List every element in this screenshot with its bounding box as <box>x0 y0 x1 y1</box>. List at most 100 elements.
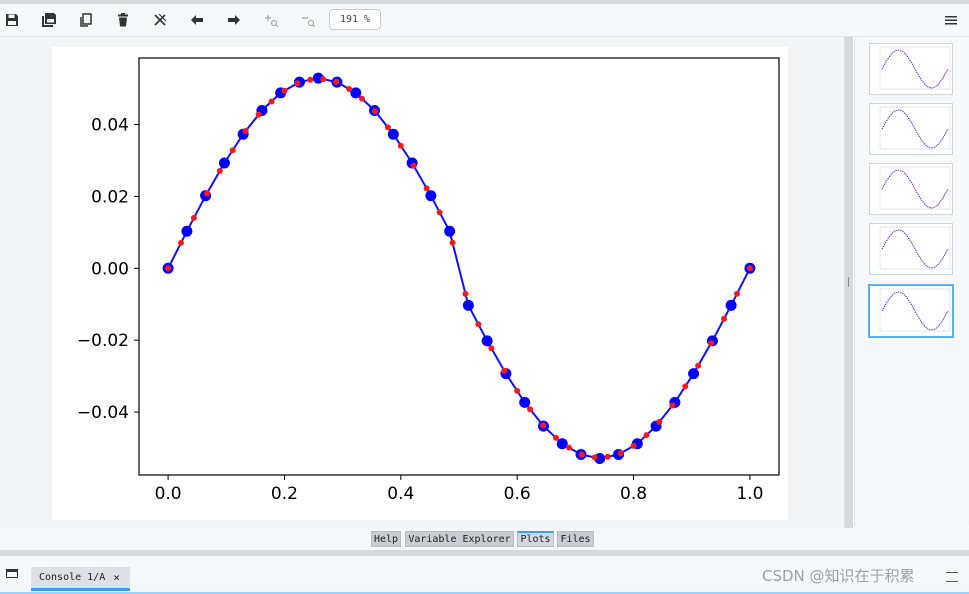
data-point-large <box>725 299 737 311</box>
plot-thumbnail[interactable] <box>869 43 953 95</box>
tab-files[interactable]: Files <box>557 531 594 547</box>
data-point-small <box>565 444 572 451</box>
zoom-level-field[interactable]: 191 % <box>329 9 381 30</box>
data-point-small <box>733 290 740 297</box>
data-point-small <box>346 86 353 93</box>
data-point-small <box>501 367 508 374</box>
data-point-small <box>591 454 598 461</box>
figure-canvas: 0.0 0.2 0.4 0.6 0.8 1.0 0.04 0.02 0.00 −0.02 −0.0… <box>52 47 788 520</box>
y-tick-label: 0.00 <box>91 259 129 279</box>
data-point-small <box>604 453 611 460</box>
plot-viewer: 0.0 0.2 0.4 0.6 0.8 1.0 0.04 0.02 0.00 −0.02 −0.0… <box>0 37 845 528</box>
y-tick-label: 0.02 <box>91 187 129 207</box>
data-point-small <box>449 239 456 246</box>
console-menu-icon[interactable] <box>946 572 958 582</box>
remove-all-button[interactable] <box>149 10 171 30</box>
options-menu-button[interactable] <box>940 10 962 30</box>
data-point-small <box>656 418 663 425</box>
data-point-small <box>359 95 366 102</box>
close-icon[interactable]: × <box>113 571 120 584</box>
data-point-small <box>527 406 534 413</box>
plot-thumbnail[interactable] <box>869 163 953 215</box>
thumbnail-plot <box>879 288 951 332</box>
plot-thumbnails-panel <box>854 37 969 528</box>
next-plot-button[interactable] <box>223 10 245 30</box>
data-point-small <box>216 167 223 174</box>
data-point-large <box>444 225 456 237</box>
tab-plots[interactable]: Plots <box>517 531 554 547</box>
line-chart: 0.0 0.2 0.4 0.6 0.8 1.0 0.04 0.02 0.00 −0.02 −0.0… <box>77 57 780 504</box>
window-top-border <box>0 0 969 4</box>
data-point-small <box>475 321 482 328</box>
save-all-icon <box>42 13 56 27</box>
series-line <box>167 77 751 460</box>
data-point-small <box>708 340 715 347</box>
delete-button[interactable] <box>112 10 134 30</box>
data-point-small <box>307 76 314 83</box>
data-point-small <box>281 87 288 94</box>
data-point-large <box>350 87 362 99</box>
data-point-small <box>746 265 753 272</box>
y-tick-label: −0.04 <box>77 403 129 423</box>
tab-variable-explorer[interactable]: Variable Explorer <box>405 531 514 547</box>
plot-thumbnail[interactable] <box>869 103 953 155</box>
data-point-small <box>371 108 378 115</box>
hamburger-menu-icon <box>945 16 957 25</box>
console-area: Console 1/A × CSDN @知识在于积累 <box>0 556 969 594</box>
data-point-small <box>514 387 521 394</box>
data-point-small <box>384 124 391 131</box>
data-point-large <box>181 225 193 237</box>
x-tick-label: 1.0 <box>736 484 763 504</box>
horizontal-splitter[interactable] <box>0 550 969 556</box>
zoom-out-button[interactable] <box>297 10 319 30</box>
data-point-small <box>462 290 469 297</box>
copy-button[interactable] <box>75 10 97 30</box>
watermark-text: CSDN @知识在于积累 <box>762 567 915 585</box>
plot-thumbnail[interactable] <box>868 284 954 338</box>
data-point-small <box>578 451 585 458</box>
plot-thumbnail[interactable] <box>869 223 953 275</box>
data-point-small <box>488 345 495 352</box>
remove-all-icon <box>154 13 167 26</box>
data-point-large <box>218 157 230 169</box>
plot-frame <box>138 57 780 476</box>
data-point-small <box>643 432 650 439</box>
data-point-large <box>481 335 493 347</box>
x-tick-label: 0.0 <box>155 484 182 504</box>
y-tick-label: 0.04 <box>91 116 129 136</box>
trash-icon <box>118 13 128 27</box>
plots-toolbar: 191 % <box>0 4 969 37</box>
thumbnail-plot <box>879 106 951 150</box>
tab-help[interactable]: Help <box>371 531 401 547</box>
x-tick-label: 0.6 <box>504 484 531 504</box>
data-point-small <box>617 450 624 457</box>
save-button[interactable] <box>1 10 23 30</box>
copy-icon <box>80 13 92 27</box>
x-tick-label: 0.2 <box>271 484 298 504</box>
console-tab[interactable]: Console 1/A × <box>31 567 130 591</box>
x-tick-label: 0.4 <box>387 484 414 504</box>
data-point-small <box>178 239 185 246</box>
thumbnail-plot <box>879 226 951 270</box>
zoom-in-icon <box>265 15 278 27</box>
data-point-small <box>423 185 430 192</box>
zoom-out-icon <box>302 17 315 27</box>
arrow-left-icon <box>191 15 203 25</box>
window-undock-icon[interactable] <box>6 569 18 578</box>
data-point-small <box>682 383 689 390</box>
data-point-large <box>519 396 531 408</box>
console-tab-label: Console 1/A <box>39 572 106 583</box>
previous-plot-button[interactable] <box>186 10 208 30</box>
data-point-large <box>462 299 474 311</box>
save-all-button[interactable] <box>38 10 60 30</box>
zoom-in-button[interactable] <box>260 10 282 30</box>
pane-splitter[interactable] <box>845 37 853 528</box>
data-point-small <box>229 147 236 154</box>
y-tick-label: −0.02 <box>77 331 129 351</box>
x-tick-label: 0.8 <box>620 484 647 504</box>
save-icon <box>6 14 18 26</box>
data-point-small <box>630 442 637 449</box>
arrow-right-icon <box>228 15 240 25</box>
thumbnail-plot <box>879 166 951 210</box>
data-point-large <box>387 128 399 140</box>
